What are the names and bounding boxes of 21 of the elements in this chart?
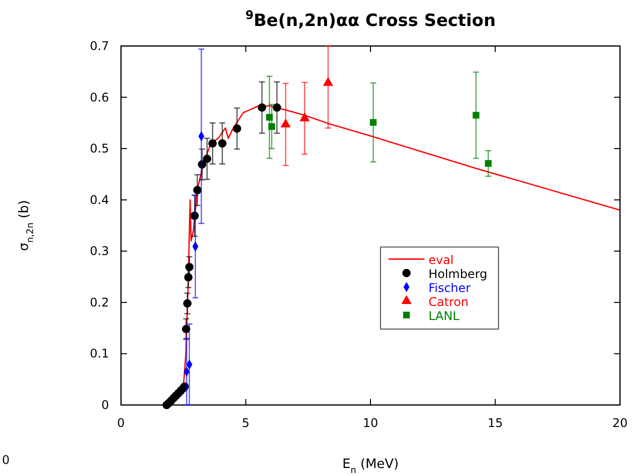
chart-title: $^{9}$Be(n,2n)αα Cross Section <box>245 8 496 31</box>
x-tick-label: 0 <box>117 416 125 430</box>
x-tick-label: 10 <box>362 416 378 430</box>
legend-label: Fischer <box>428 281 471 296</box>
y-tick-label: 0.4 <box>90 192 109 207</box>
x-axis-title: E$_{n}$ (MeV) <box>342 457 399 476</box>
y-tick-label: 0.6 <box>90 90 109 104</box>
y-tick-label: 0 <box>101 398 109 412</box>
y-tick-label: 0.2 <box>90 295 109 310</box>
y-tick-label: 0.7 <box>90 39 109 53</box>
y-tick-label: 0.1 <box>90 346 109 361</box>
y-tick-label: 0.3 <box>90 244 109 258</box>
legend-label: Catron <box>428 295 469 310</box>
x-tick-label: 20 <box>612 416 628 430</box>
legend-label: Holmberg <box>428 267 488 282</box>
x-tick-label: 15 <box>488 416 503 430</box>
x-tick-label: 5 <box>242 416 250 430</box>
legend-label: LANL <box>428 309 460 324</box>
y-tick-label: 0.5 <box>90 142 109 156</box>
legend-label: eval <box>428 253 454 268</box>
text: 0 <box>2 453 10 467</box>
